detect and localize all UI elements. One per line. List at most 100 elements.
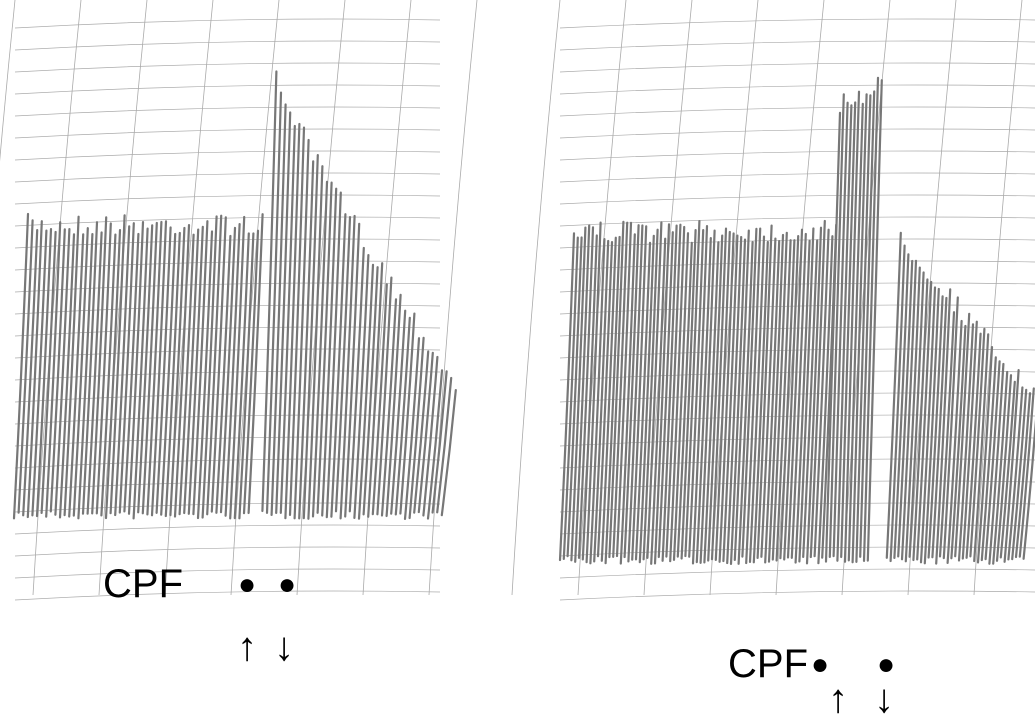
- trace: [408, 336, 425, 520]
- trace: [889, 244, 906, 563]
- trace: [431, 370, 448, 514]
- trace: [298, 160, 315, 520]
- trace: [847, 102, 864, 562]
- grid-line: [14, 260, 441, 271]
- trace: [399, 312, 416, 515]
- trace: [371, 283, 388, 516]
- grid-line: [14, 62, 441, 73]
- trace: [238, 232, 255, 520]
- trace: [623, 224, 640, 559]
- trace: [35, 227, 53, 518]
- trace: [192, 220, 209, 516]
- trace: [593, 239, 610, 563]
- trace: [596, 240, 614, 558]
- trace: [353, 253, 370, 519]
- trace: [779, 239, 796, 560]
- trace: [710, 227, 728, 561]
- trace: [72, 227, 89, 517]
- trace: [566, 236, 583, 558]
- arrow: ↑: [237, 625, 257, 669]
- grid-line: [559, 62, 1035, 73]
- grid-line: [559, 216, 1035, 227]
- grid-line: [559, 590, 1035, 601]
- trace: [764, 240, 781, 564]
- trace: [832, 101, 849, 558]
- trace: [1011, 388, 1028, 561]
- traces: [12, 70, 457, 521]
- trace: [745, 227, 762, 565]
- trace: [638, 234, 655, 564]
- grid-line: [559, 84, 1035, 95]
- trace: [206, 214, 223, 516]
- trace: [855, 94, 872, 563]
- trace: [741, 227, 758, 558]
- trace: [699, 229, 716, 564]
- marker: ●: [811, 648, 829, 681]
- trace: [695, 237, 712, 564]
- trace: [357, 263, 375, 520]
- trace: [984, 360, 1001, 561]
- trace: [224, 222, 241, 517]
- trace: [973, 333, 990, 563]
- trace: [12, 212, 30, 520]
- trace: [680, 228, 697, 560]
- trace: [413, 350, 430, 514]
- grid-line: [98, 0, 148, 596]
- grid-line: [14, 238, 441, 249]
- trace: [862, 76, 880, 563]
- trace: [403, 337, 421, 521]
- trace: [196, 230, 214, 520]
- trace: [707, 234, 724, 562]
- trace: [275, 111, 292, 515]
- trace: [339, 214, 356, 520]
- grid-line: [511, 0, 561, 596]
- grid-line: [559, 18, 1035, 29]
- trace: [893, 253, 910, 560]
- trace: [109, 214, 126, 515]
- marker: ●: [278, 568, 296, 601]
- trace: [752, 240, 769, 564]
- trace: [976, 345, 994, 564]
- trace: [201, 215, 218, 519]
- trace: [123, 232, 140, 513]
- trace: [760, 237, 777, 558]
- trace: [86, 231, 103, 515]
- trace: [904, 266, 921, 563]
- trace: [215, 234, 232, 514]
- trace: [22, 228, 39, 517]
- grid-line: [14, 590, 441, 601]
- grid-line: [230, 0, 280, 596]
- trace: [302, 154, 319, 520]
- grid-line: [559, 40, 1035, 51]
- trace: [160, 232, 177, 516]
- trace: [40, 230, 57, 515]
- trace: [1022, 418, 1035, 560]
- trace: [321, 187, 338, 517]
- trace: [242, 229, 260, 515]
- grid-line: [14, 40, 441, 51]
- trace: [265, 91, 283, 514]
- trace: [661, 224, 678, 562]
- trace: [957, 323, 975, 562]
- trace: [992, 370, 1009, 565]
- trace: [954, 312, 971, 558]
- trace: [178, 233, 195, 516]
- trace: [650, 237, 667, 565]
- panel-label: CPF: [103, 562, 183, 606]
- trace: [840, 101, 857, 559]
- trace: [600, 236, 617, 562]
- trace: [900, 259, 918, 561]
- trace: [722, 234, 739, 563]
- grid-line: [14, 150, 441, 161]
- trace: [786, 228, 804, 559]
- arrow: ↓: [274, 625, 294, 669]
- trace: [961, 320, 978, 560]
- grid-line: [14, 194, 441, 205]
- trace: [114, 225, 131, 517]
- trace: [866, 79, 883, 562]
- trace: [127, 220, 145, 515]
- trace: [703, 241, 720, 564]
- grid-line: [559, 194, 1035, 205]
- grid-line: [559, 128, 1035, 139]
- trace: [748, 235, 766, 564]
